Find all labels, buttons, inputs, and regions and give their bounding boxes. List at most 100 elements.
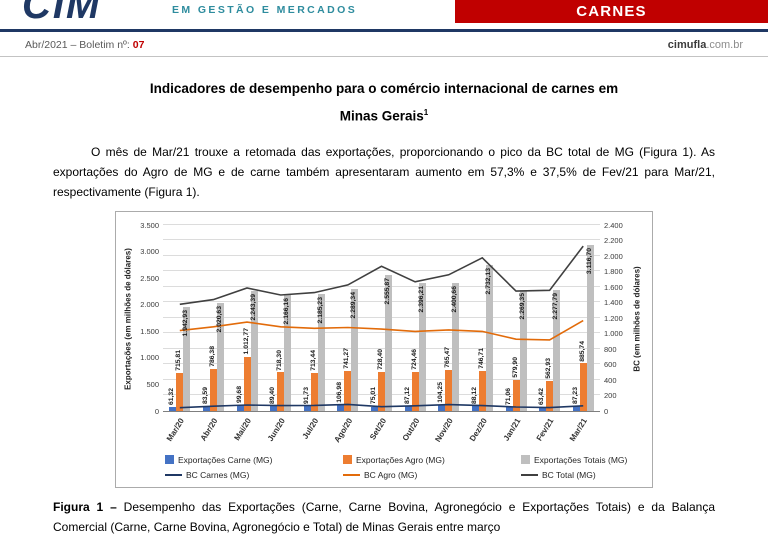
bar-exportacoes-agro [378,371,385,411]
carnes-banner: CARNES [455,0,768,23]
cim-logo: CIM [22,0,162,22]
bar-exportacoes-agro [579,363,587,411]
x-axis-tick-label: Jan/21 [501,416,523,443]
bar-data-label: 2.185,23 [316,297,324,324]
x-axis-tick-label: Jul/20 [300,416,321,441]
bar-exportacoes-totais [216,303,224,411]
bar-data-label: 91,73 [302,386,310,404]
issue-number: 07 [132,39,145,51]
bar-data-label: 2.243,39 [249,294,257,321]
bar-exportacoes-totais [317,294,325,411]
x-axis-category: Jun/20 [264,412,298,449]
bar-exportacoes-carne [404,405,412,411]
site-name: cimufla [667,39,707,51]
bar-exportacoes-agro [310,372,318,411]
bar-data-label: 579,90 [511,356,519,378]
x-axis-tick-label: Jun/20 [265,416,287,443]
x-axis-category: Mai/20 [230,412,264,449]
bar-data-label: 2.269,35 [518,292,526,320]
x-axis-tick-label: Mai/20 [232,416,254,442]
legend-swatch [521,455,530,464]
legend-item: BC Agro (MG) [343,470,521,480]
y-axis-tick-label: 1.200 [604,313,623,323]
bar-data-label: 724,46 [410,349,418,370]
legend-label: Exportações Totais (MG) [534,454,628,465]
bar-data-label: 885,74 [578,340,586,362]
legend-swatch [165,455,174,464]
legend-swatch [343,473,360,476]
bar-exportacoes-carne [438,405,446,411]
bar-data-label: 1.942,93 [182,310,190,337]
grid-line [163,270,600,271]
bar-exportacoes-agro [209,368,217,411]
site-domain-suffix: .com.br [706,39,743,51]
x-axis-tick-label: Ago/20 [332,416,355,444]
right-axis-title: BC (em milhões de dólares) [630,226,643,412]
bar-data-label: 2.277,79 [552,292,560,319]
bar-data-label: 2.400,66 [451,285,459,313]
bar-exportacoes-totais [351,288,359,411]
bar-data-label: 786,38 [208,345,216,367]
left-axis-title-text: Exportações (em milhões de dólares) [123,247,132,390]
site-link[interactable]: cimufla.com.br [668,39,743,51]
bar-exportacoes-agro [445,369,453,411]
legend-label: BC Agro (MG) [364,469,418,480]
bar-data-label: 71,06 [504,387,512,405]
y-axis-tick-label: 1.500 [140,326,159,336]
bar-exportacoes-carne [169,407,177,411]
x-axis-tick-label: Set/20 [367,416,388,441]
logo-tagline: EM GESTÃO E MERCADOS [172,4,358,16]
subheader-divider [0,56,768,57]
header-divider [0,29,768,32]
issue-prefix: Abr/2021 – Boletim nº: [25,39,133,51]
bar-exportacoes-carne [471,405,479,411]
bar-exportacoes-totais [519,289,527,411]
legend-swatch [165,473,182,476]
x-axis-tick-label: Mar/21 [568,416,590,443]
chart-legend: Exportações Carne (MG) Exportações Agro (… [121,449,647,484]
bar-data-label: 87,12 [403,386,411,404]
bar-data-label: 75,01 [370,387,377,405]
bar-exportacoes-totais [418,283,426,411]
bar-exportacoes-carne [337,404,345,411]
x-axis-labels: Mar/20 Abr/20 Mai/20 Jun/20 Jul/20 Ago/20 Set/… [163,412,600,449]
legend-label: Exportações Agro (MG) [356,454,445,465]
logo-text: CIM [22,0,102,22]
y-axis-tick-label: 2.000 [604,251,623,261]
chart-plot-row: Exportações (em milhões de dólares) 0 500… [121,220,647,415]
bar-exportacoes-agro [512,379,520,411]
bar-exportacoes-totais [586,244,594,411]
bar-data-label: 89,40 [269,386,277,404]
bar-data-label: 2.289,34 [350,291,358,319]
bar-data-label: 765,47 [444,347,452,368]
title-footnote-marker: 1 [423,108,429,117]
x-axis-category: Out/20 [398,412,432,449]
bar-exportacoes-totais [452,282,460,411]
bar-exportacoes-totais [284,295,292,411]
caption-text: Desempenho das Exportações (Carne, Carne… [53,499,715,534]
bar-data-label: 2.732,13 [484,268,492,295]
bar-data-label: 713,44 [309,349,317,371]
y-axis-tick-label: 3.500 [140,220,159,230]
x-axis-category: Jan/21 [499,412,533,449]
bar-data-label: 562,93 [545,357,553,379]
y-axis-tick-label: 3.000 [140,247,159,257]
figure-1-chart: Exportações (em milhões de dólares) 0 500… [115,210,653,488]
bar-exportacoes-carne [371,406,378,411]
bar-data-label: 2.020,63 [215,306,223,333]
bar-data-label: 106,98 [336,382,344,403]
y-axis-tick-label: 0 [604,406,609,416]
y-axis-tick-label: 200 [604,391,617,400]
bar-exportacoes-carne [270,405,278,411]
y-axis-tick-label: 1.000 [604,329,623,338]
y-axis-tick-label: 2.400 [604,220,623,230]
legend-item: Exportações Agro (MG) [343,455,521,465]
left-axis-ticks: 0 500 1.000 1.500 2.000 2.500 3.000 3.500 [134,221,163,415]
legend-label: BC Carnes (MG) [186,469,250,480]
grid-line [163,332,600,333]
x-axis-category: Ago/20 [331,412,365,449]
bar-data-label: 83,59 [201,387,209,405]
x-axis-tick-label: Mar/20 [165,416,187,443]
bar-data-label: 2.166,16 [283,298,291,325]
y-axis-tick-label: 500 [146,379,159,389]
